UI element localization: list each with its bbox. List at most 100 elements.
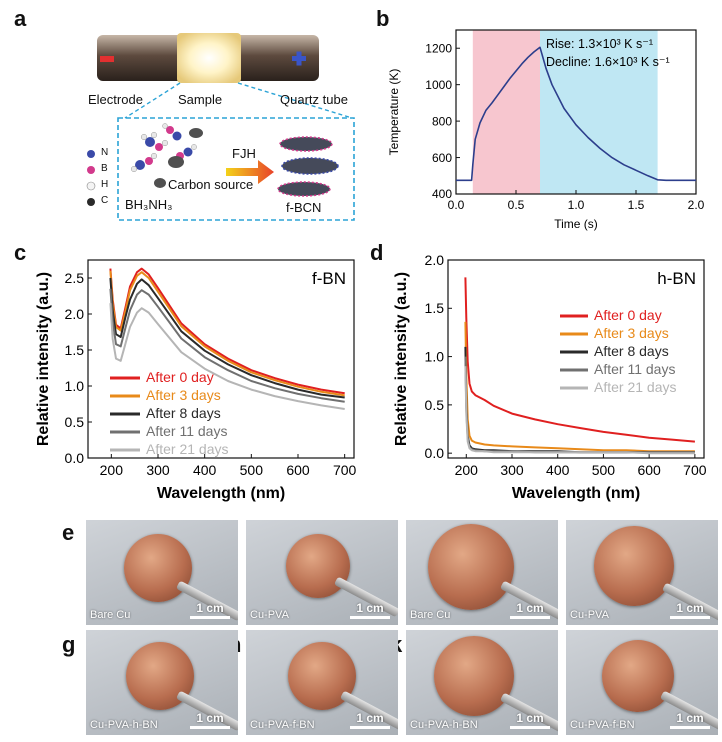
series-line bbox=[109, 288, 345, 403]
x-tick-label: 400 bbox=[193, 462, 217, 478]
legend-label: After 3 days bbox=[146, 387, 221, 403]
legend-c-label: C bbox=[101, 195, 109, 206]
cu-disc bbox=[434, 636, 514, 716]
y-tick-label: 0.5 bbox=[425, 397, 445, 413]
x-tick-label: 700 bbox=[333, 462, 357, 478]
fjh-arrow bbox=[226, 160, 274, 184]
scale-bar: 1 cm bbox=[670, 711, 710, 729]
panel-label-a: a bbox=[14, 6, 27, 31]
y-tick-label: 0.5 bbox=[65, 414, 85, 430]
x-tick-label: 200 bbox=[455, 462, 479, 478]
legend-label: After 3 days bbox=[594, 325, 669, 341]
scale-bar: 1 cm bbox=[510, 711, 550, 729]
x-tick-label: 300 bbox=[500, 462, 524, 478]
x-tick-label: 0.5 bbox=[508, 198, 525, 212]
photo-g: Cu-PVA-h-BN 1 cm bbox=[86, 630, 238, 735]
photo-h: Cu-PVA-f-BN 1 cm bbox=[246, 630, 398, 735]
y-tick-label: 1.0 bbox=[65, 378, 85, 394]
scale-bar-label: 1 cm bbox=[516, 601, 544, 615]
legend-label: After 11 days bbox=[146, 423, 227, 439]
x-tick-label: 1.5 bbox=[628, 198, 645, 212]
shaded-region-decline bbox=[540, 30, 658, 194]
y-tick-label: 0.0 bbox=[425, 445, 445, 461]
y-tick-label: 1.5 bbox=[425, 300, 445, 316]
photo-caption: Cu-PVA-h-BN bbox=[410, 719, 478, 731]
series-line bbox=[109, 270, 345, 397]
zoom-line-right bbox=[237, 82, 353, 119]
y-tick-label: 600 bbox=[432, 151, 452, 165]
legend-n-label: N bbox=[101, 147, 109, 158]
fjh-schematic bbox=[86, 33, 355, 221]
photo-caption: Cu-PVA bbox=[570, 609, 609, 621]
series-line bbox=[464, 277, 695, 443]
scale-bar-label: 1 cm bbox=[356, 601, 384, 615]
rate-annotation: Rise: 1.3×10³ K s⁻¹ bbox=[546, 37, 653, 51]
y-axis-label: Temperature (K) bbox=[387, 69, 401, 156]
photo-l: Cu-PVA-f-BN 1 cm bbox=[566, 630, 718, 735]
chart-title: f-BN bbox=[312, 269, 346, 288]
legend-label: After 11 days bbox=[594, 361, 675, 377]
photo-j: Cu-PVA 1 cm bbox=[566, 520, 718, 625]
legend-label: After 8 days bbox=[594, 343, 669, 359]
scale-bar: 1 cm bbox=[350, 601, 390, 619]
photo-caption: Cu-PVA-h-BN bbox=[90, 719, 158, 731]
x-axis-label: Time (s) bbox=[554, 217, 598, 231]
legend-label: After 21 days bbox=[146, 441, 229, 457]
precursor-molecules bbox=[130, 123, 203, 188]
plot-frame bbox=[447, 259, 705, 459]
chart-title: h-BN bbox=[657, 269, 696, 288]
x-tick-label: 300 bbox=[146, 462, 170, 478]
x-axis-label: Wavelength (nm) bbox=[157, 485, 285, 502]
photo-caption: Cu-PVA-f-BN bbox=[570, 719, 635, 731]
atom-legend bbox=[86, 150, 96, 206]
series-line bbox=[464, 366, 695, 455]
scale-bar-label: 1 cm bbox=[196, 711, 224, 725]
legend-h-label: H bbox=[101, 179, 109, 190]
y-tick-label: 1000 bbox=[425, 78, 452, 92]
photo-caption: Bare Cu bbox=[90, 609, 131, 621]
chart-f-bn: 200 300 400 500 600 700 0.0 0.5 1.0 1.5 2.0 2.5 Wave… bbox=[35, 259, 357, 502]
x-tick-label: 600 bbox=[637, 462, 661, 478]
series-line bbox=[456, 46, 696, 182]
plus-electrode-mark bbox=[292, 51, 306, 66]
plot-frame bbox=[87, 259, 355, 459]
quartz-tube-label: Quartz tube bbox=[280, 92, 348, 107]
scale-bar-label: 1 cm bbox=[196, 601, 224, 615]
electrode-label: Electrode bbox=[88, 92, 143, 107]
x-tick-label: 200 bbox=[100, 462, 124, 478]
chart-h-bn: 200 300 400 500 600 700 0.0 0.5 1.0 1.5 2.0 Wavelen… bbox=[393, 252, 707, 502]
photo-k: Cu-PVA-h-BN 1 cm bbox=[406, 630, 558, 735]
scale-bar: 1 cm bbox=[350, 711, 390, 729]
y-axis-label: Relative intensity (a.u.) bbox=[35, 272, 52, 446]
x-tick-label: 700 bbox=[683, 462, 707, 478]
scale-bar: 1 cm bbox=[670, 601, 710, 619]
series-line bbox=[109, 277, 345, 399]
photo-e: Bare Cu 1 cm bbox=[86, 520, 238, 625]
x-tick-label: 1.0 bbox=[568, 198, 585, 212]
zoom-line-left bbox=[124, 82, 181, 119]
y-tick-label: 0.0 bbox=[65, 450, 85, 466]
legend-label: After 0 day bbox=[594, 307, 662, 323]
legend-b-label: B bbox=[101, 163, 108, 174]
panel-label-b: b bbox=[376, 6, 390, 31]
panel-label-g: g bbox=[62, 632, 76, 657]
minus-electrode-mark bbox=[100, 56, 114, 62]
glowing-sample bbox=[177, 33, 241, 83]
chart-temperature: 0.0 0.5 1.0 1.5 2.0 400 600 800 1000 1200 Time (s)… bbox=[387, 29, 705, 231]
y-tick-label: 1200 bbox=[425, 41, 452, 55]
y-axis-label: Relative intensity (a.u.) bbox=[393, 272, 410, 446]
photo-f: Cu-PVA 1 cm bbox=[246, 520, 398, 625]
fjh-label: FJH bbox=[232, 146, 256, 161]
y-tick-label: 2.0 bbox=[425, 252, 445, 268]
scale-bar-label: 1 cm bbox=[676, 711, 704, 725]
cu-disc bbox=[428, 524, 514, 610]
zoom-box bbox=[117, 117, 355, 221]
scale-bar: 1 cm bbox=[190, 601, 230, 619]
f-bcn-sheets bbox=[277, 136, 339, 197]
scale-bar: 1 cm bbox=[190, 711, 230, 729]
precursor-label: BH₃NH₃ bbox=[125, 197, 173, 212]
series-line bbox=[109, 303, 345, 410]
legend-label: After 8 days bbox=[146, 405, 221, 421]
scale-bar-label: 1 cm bbox=[356, 711, 384, 725]
sample-label: Sample bbox=[178, 92, 223, 107]
